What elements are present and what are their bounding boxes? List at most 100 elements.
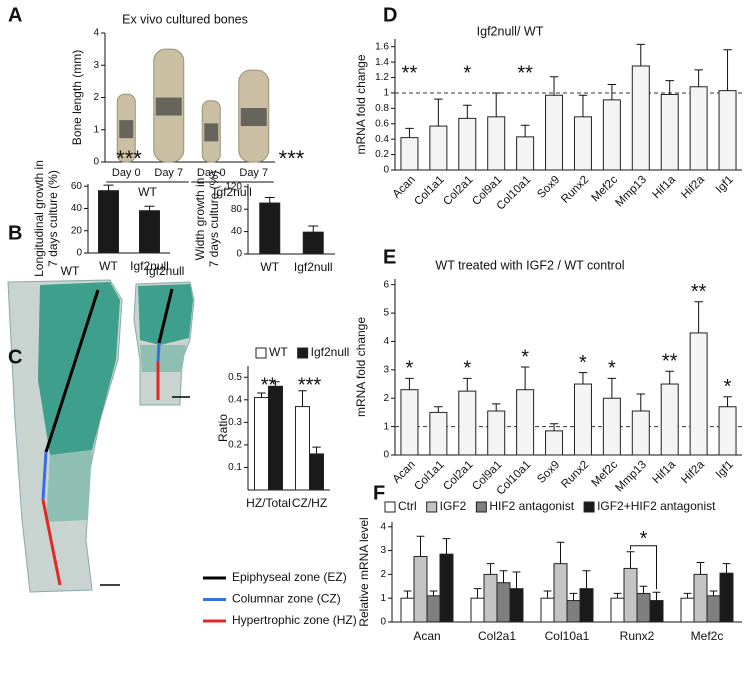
panel-letter: F [373, 482, 385, 504]
bar [309, 453, 324, 491]
x-tick-label: Igf1 [714, 459, 736, 481]
y-tick-label: 6 [383, 279, 389, 290]
y-tick-label: 0 [76, 248, 82, 259]
bar [426, 595, 441, 623]
significance: * [608, 358, 616, 380]
y-tick-label: 0.3 [228, 417, 242, 428]
legend-label: IGF2 [440, 499, 467, 513]
y-tick-label: 4 [383, 336, 389, 347]
chart-title: WT treated with IGF2 / WT control [435, 258, 624, 272]
x-tick-label: Hif2a [679, 173, 707, 201]
error-bar [607, 377, 617, 399]
x-tick-label: Hif2a [679, 458, 707, 486]
bar [439, 553, 454, 623]
x-tick-label: Mmp13 [613, 174, 649, 210]
y-tick-label: 2 [383, 393, 389, 404]
bar [631, 65, 650, 171]
significance: *** [116, 146, 142, 171]
bar [610, 597, 625, 623]
y-tick-label: 1 [383, 421, 389, 432]
x-tick-label: Col2a1 [441, 174, 475, 208]
significance: * [463, 358, 471, 380]
error-bar [636, 393, 646, 411]
y-axis-label: Ratio [216, 414, 230, 442]
error-bar [639, 585, 648, 594]
bar [400, 137, 419, 171]
y-tick-label: 40 [231, 226, 243, 237]
y-tick-label: 0.8 [375, 103, 389, 114]
y-tick-label: 0.6 [375, 118, 389, 129]
y-tick-label: 3 [380, 545, 386, 556]
bar [458, 117, 477, 171]
y-tick-label: 1.6 [375, 41, 389, 52]
legend-label: WT [269, 345, 288, 359]
bar [719, 572, 734, 623]
image-label: WT [61, 264, 80, 278]
error-bar [665, 80, 674, 95]
bar [689, 332, 708, 456]
bar [579, 588, 594, 623]
significance: ** [402, 62, 418, 84]
legend-swatch [426, 501, 438, 513]
x-tick-label: Col1a1 [412, 174, 446, 208]
error-bar [491, 92, 501, 117]
legend-swatch [384, 501, 396, 513]
cartilage-stain [38, 282, 120, 455]
bar [487, 410, 506, 456]
bar [718, 90, 737, 171]
significance: ** [691, 281, 707, 303]
y-tick-label: 80 [231, 204, 243, 215]
bar [649, 600, 664, 623]
significance: * [640, 528, 648, 550]
error-bar [271, 381, 280, 387]
x-tick-label: Igf1 [714, 174, 736, 196]
y-tick-label: 4 [93, 28, 99, 39]
bar [566, 600, 581, 623]
error-bar [520, 366, 530, 390]
histology-wt [7, 279, 123, 593]
significance: * [463, 62, 471, 84]
error-bar [626, 551, 635, 569]
y-tick-label: 3 [93, 60, 99, 71]
x-tick-label: Mef2c [691, 629, 724, 643]
y-axis-label: Relative mRNA level [357, 517, 371, 626]
y-tick-label: 0 [236, 249, 242, 260]
y-tick-label: 0.2 [375, 149, 389, 160]
error-bar [463, 377, 472, 392]
x-tick-label: Hif1a [650, 458, 678, 486]
x-tick-label: Igf2null [294, 260, 333, 274]
error-bar [403, 590, 412, 599]
x-tick-label: Day 7 [239, 167, 268, 179]
panel-letter: C [8, 346, 22, 368]
bar [602, 397, 621, 456]
bar [636, 592, 651, 623]
growth-region [240, 108, 267, 127]
y-tick-label: 1 [93, 124, 99, 135]
x-tick-label: Hif1a [650, 173, 678, 201]
panel-letter: D [383, 4, 397, 26]
growth-region [155, 97, 182, 116]
bar [483, 573, 498, 623]
growth-region [204, 123, 219, 142]
y-axis-label: mRNA fold change [354, 317, 368, 417]
bar [545, 94, 564, 171]
bar [413, 556, 428, 623]
significance: * [406, 358, 414, 380]
histology-igf2null [133, 281, 195, 406]
error-bar [520, 124, 530, 137]
error-bar [722, 563, 731, 574]
error-bar [665, 370, 674, 385]
bar [689, 86, 708, 171]
y-tick-label: 0.1 [228, 462, 242, 473]
error-bar [463, 104, 472, 119]
x-tick-label: Col2a1 [441, 459, 475, 493]
y-axis-label: 7 days culture (%) [207, 171, 221, 268]
y-tick-label: 4 [380, 521, 386, 532]
bar [545, 430, 564, 456]
y-tick-label: 1.4 [375, 57, 389, 68]
y-tick-label: 2 [380, 569, 386, 580]
error-bar [723, 396, 732, 407]
error-bar [556, 541, 565, 564]
error-bar [578, 94, 588, 117]
